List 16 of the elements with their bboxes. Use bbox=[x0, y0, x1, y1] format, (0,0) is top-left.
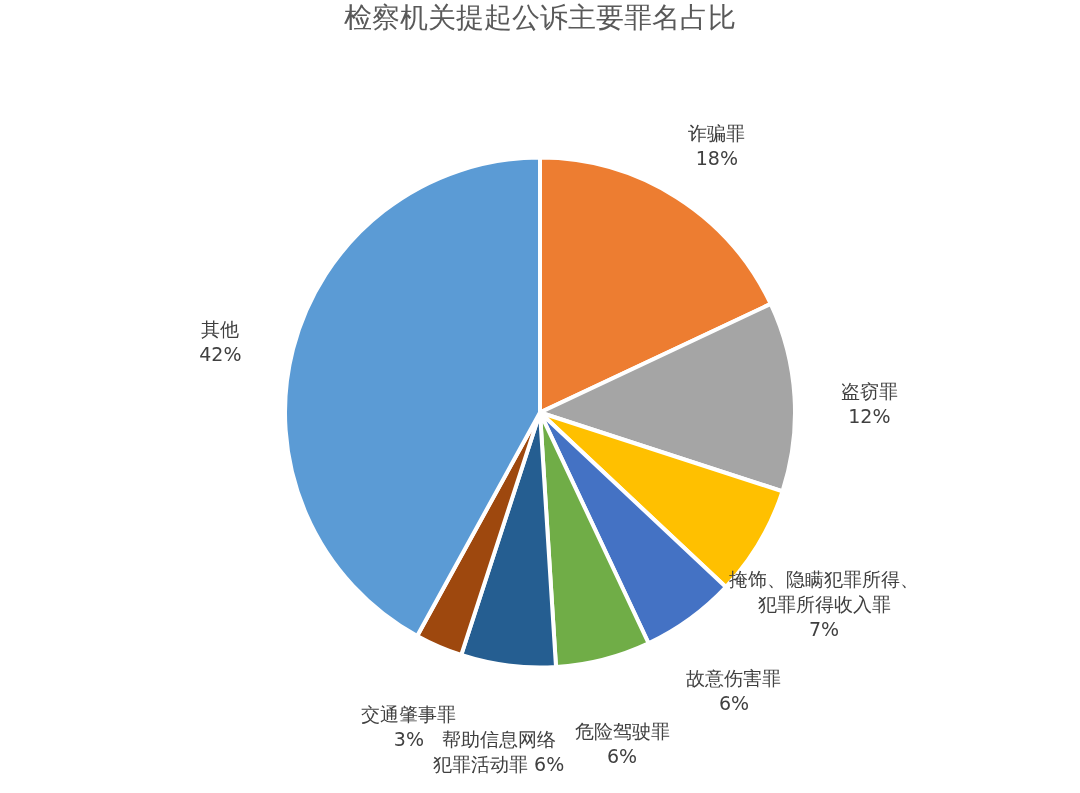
slice-label: 其他 bbox=[201, 318, 240, 341]
slice-label: 盗窃罪 bbox=[840, 379, 898, 402]
data-label: 6% bbox=[606, 745, 638, 768]
data-label: 3% bbox=[393, 728, 425, 751]
data-label: 12% bbox=[848, 404, 891, 427]
data-label: 6% bbox=[718, 692, 750, 715]
data-label: 18% bbox=[695, 146, 738, 169]
chart-title: 检察机关提起公诉主要罪名占比 bbox=[344, 1, 736, 34]
slice-label: 交通肇事罪 bbox=[361, 703, 457, 726]
slice-label: 诈骗罪 bbox=[688, 121, 746, 144]
slice-label: 帮助信息网络犯罪活动罪 6% bbox=[433, 727, 565, 775]
data-label: 42% bbox=[199, 343, 242, 366]
slice-label: 危险驾驶罪 bbox=[574, 720, 670, 743]
slice-label: 掩饰、隐瞒犯罪所得、犯罪所得收入罪 bbox=[729, 568, 920, 616]
slice-label: 故意伤害罪 bbox=[686, 667, 782, 690]
data-label: 7% bbox=[808, 618, 840, 641]
